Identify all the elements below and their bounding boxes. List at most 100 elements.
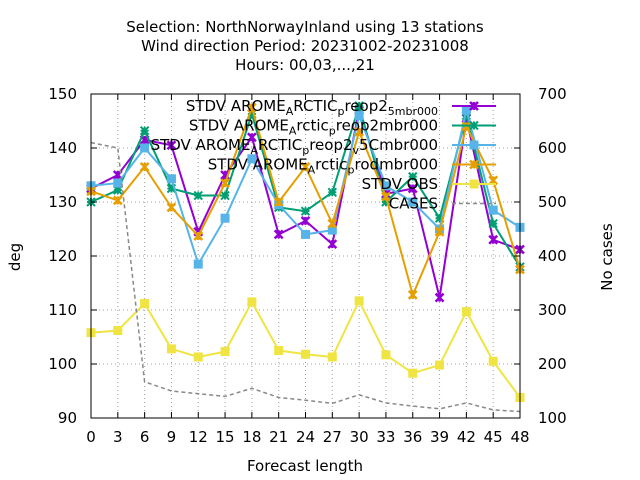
data-point [354, 126, 365, 137]
data-point [166, 183, 177, 194]
data-point [140, 143, 150, 153]
x-tick-label: 45 [484, 428, 503, 446]
data-point [300, 206, 311, 216]
data-point [354, 296, 364, 306]
y-tick-label: 110 [48, 301, 77, 319]
axis-ticks: 0 3 6 9 12 15 18 21 24 27 30 33 36 39 42 45 489010011012… [48, 85, 566, 446]
data-point [274, 346, 284, 355]
data-point [220, 347, 230, 357]
legend-label-part: RCTIC [293, 97, 337, 115]
data-point [327, 187, 338, 197]
legend-marker [469, 159, 479, 170]
legend-label-part: rctic [296, 117, 328, 135]
legend-label-part: STDV AROME [189, 117, 289, 135]
data-point [193, 190, 203, 201]
series [86, 105, 525, 303]
legend-label-part: 5mbr000 [388, 105, 438, 118]
x-tick-label: 15 [216, 428, 235, 446]
data-point [301, 229, 310, 239]
series-line [90, 141, 521, 413]
data-point [301, 349, 310, 359]
legend-label-part: reop2 [344, 97, 387, 115]
data-point [408, 171, 418, 182]
x-tick-label: 12 [189, 428, 208, 446]
data-point [220, 178, 230, 188]
data-point [246, 102, 257, 113]
x-tick-label: 48 [510, 428, 529, 446]
data-point [354, 111, 364, 121]
legend-label: STDV AROMEARCTICpreop2v5Cmbr000 [151, 136, 438, 157]
legend-label-part: v [353, 144, 360, 157]
y2-tick-label: 300 [538, 301, 567, 319]
data-point [381, 191, 391, 202]
data-point [327, 239, 338, 250]
data-point [247, 154, 257, 164]
data-point [113, 178, 123, 188]
y-tick-label: 90 [58, 409, 77, 427]
legend-label-part: rodmbr000 [355, 156, 438, 174]
y2-tick-label: 600 [538, 139, 567, 157]
data-point [300, 216, 311, 226]
legend-label-part: p [302, 144, 309, 157]
data-point [139, 126, 150, 136]
series [86, 296, 525, 402]
y-tick-label: 100 [48, 355, 77, 373]
x-tick-label: 18 [242, 428, 261, 446]
data-point [434, 292, 445, 303]
y2-tick-label: 100 [538, 409, 567, 427]
data-point [488, 205, 498, 215]
legend-label-part: reop2 [309, 136, 352, 154]
data-point [461, 307, 471, 317]
x-tick-label: 24 [296, 428, 315, 446]
y2-axis-label: No cases [598, 223, 616, 291]
legend-label: STDV AROMEArcticprodmbr000 [208, 156, 438, 177]
x-tick-label: 30 [350, 428, 369, 446]
data-point [166, 140, 177, 151]
data-point [434, 226, 445, 237]
x-tick-label: 33 [376, 428, 395, 446]
title-line: Hours: 00,03,...,21 [235, 56, 375, 74]
legend-marker [469, 140, 479, 150]
legend-label: CASES [389, 195, 438, 213]
legend-label-part: STDV AROME [208, 156, 308, 174]
legend-label-part: 5Cmbr000 [359, 136, 438, 154]
data-point [408, 197, 418, 207]
data-point [112, 195, 123, 206]
data-point [488, 356, 498, 366]
data-point [407, 183, 418, 194]
legend-label-part: rctic [315, 156, 347, 174]
data-point [461, 105, 471, 115]
legend-label: STDV AROMEArcticpreop2mbr000 [189, 117, 438, 138]
data-point [488, 234, 499, 245]
legend-marker [469, 120, 479, 131]
data-point [139, 162, 150, 172]
y-tick-label: 140 [48, 139, 77, 157]
x-axis-label: Forecast length [247, 457, 363, 475]
data-point [381, 350, 391, 360]
x-tick-label: 27 [323, 428, 342, 446]
x-tick-label: 9 [167, 428, 177, 446]
y-axis-label: deg [6, 243, 24, 271]
legend-marker [469, 101, 479, 111]
data-point [434, 213, 445, 223]
y2-tick-label: 500 [538, 193, 567, 211]
data-point [220, 213, 230, 223]
y2-tick-label: 200 [538, 355, 567, 373]
legend-label-part: A [289, 125, 297, 138]
data-point [327, 218, 338, 229]
title-line: Wind direction Period: 20231002-20231008 [141, 37, 469, 55]
data-point [435, 360, 445, 370]
legend-label-part: p [329, 125, 336, 138]
legend-label-part: STDV AROME [151, 136, 251, 154]
x-tick-label: 36 [403, 428, 422, 446]
legend-label-part: RCTIC [258, 136, 302, 154]
data-point [246, 132, 257, 143]
data-point [113, 185, 123, 195]
y2-tick-label: 700 [538, 85, 567, 103]
data-point [193, 231, 204, 241]
x-tick-label: 0 [86, 428, 96, 446]
series [90, 141, 521, 413]
data-point [381, 197, 391, 207]
data-point [166, 344, 176, 354]
